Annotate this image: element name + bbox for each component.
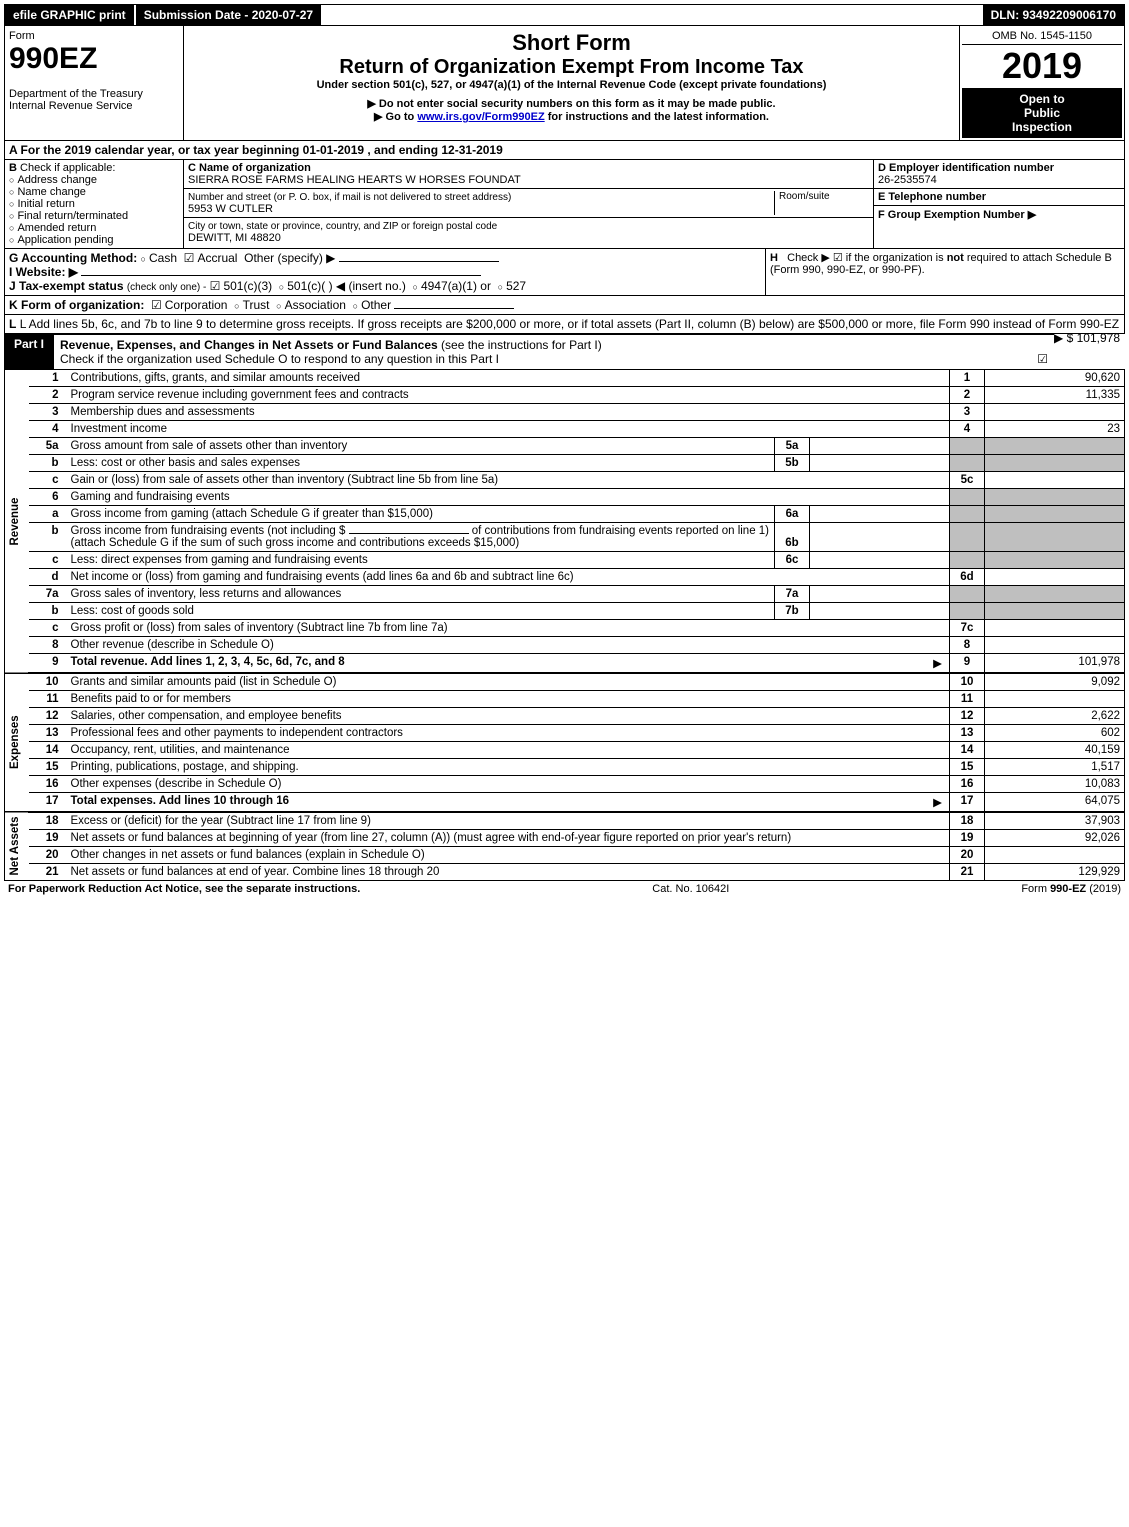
org-street: 5953 W CUTLER [188,203,273,215]
telephone-label: E Telephone number [878,191,986,203]
org-city: DEWITT, MI 48820 [188,232,281,244]
section-i: I Website: ▶ [9,265,78,279]
part1-schedule-o-check[interactable]: ☑ [1037,352,1048,366]
part1-table: Revenue 1 Contributions, gifts, grants, … [4,369,1125,881]
submission-date: Submission Date - 2020-07-27 [134,5,321,25]
omb-number: OMB No. 1545-1150 [962,28,1122,45]
line1-value: 90,620 [985,370,1125,387]
line3-value [985,404,1125,421]
line13-value: 602 [985,725,1125,742]
gross-receipts-amount: ▶ $ 101,978 [1054,331,1120,345]
dln-label: DLN: 93492209006170 [983,5,1124,25]
group-exemption-label: F Group Exemption Number ▶ [878,209,1036,221]
section-j-label: J Tax-exempt status [9,279,124,293]
section-k: K Form of organization: Corporation Trus… [4,296,1125,315]
dept-line2: Internal Revenue Service [9,100,179,112]
line15-value: 1,517 [985,759,1125,776]
revenue-side-label: Revenue [5,370,29,674]
line16-value: 10,083 [985,776,1125,793]
line12-value: 2,622 [985,708,1125,725]
line14-value: 40,159 [985,742,1125,759]
footer-left: For Paperwork Reduction Act Notice, see … [8,883,360,895]
instructions-line: ▶ Go to www.irs.gov/Form990EZ for instru… [188,110,955,123]
part1-header: Part I Revenue, Expenses, and Changes in… [4,334,1054,369]
form-subtitle: Under section 501(c), 527, or 4947(a)(1)… [188,79,955,91]
chk-accrual[interactable] [184,251,198,265]
open-to-public: Open to Public Inspection [962,87,1122,138]
dept-line1: Department of the Treasury [9,88,179,100]
org-info-block: B Check if applicable: Address change Na… [4,160,1125,249]
short-form-title: Short Form [188,30,955,56]
line10-value: 9,092 [985,673,1125,691]
page-footer: For Paperwork Reduction Act Notice, see … [4,881,1125,897]
line21-value: 129,929 [985,864,1125,881]
form-header: Form 990EZ Department of the Treasury In… [4,26,1125,141]
section-g: G Accounting Method: Cash Accrual Other … [5,249,765,295]
chk-cash[interactable] [141,251,149,265]
warn-ssn: ▶ Do not enter social security numbers o… [188,97,955,110]
section-h: H Check ▶ ☑ if the organization is not r… [765,249,1124,295]
efile-print-button[interactable]: efile GRAPHIC print [5,5,134,25]
chk-527[interactable] [498,279,506,293]
chk-trust[interactable] [234,298,242,312]
section-c: C Name of organization SIERRA ROSE FARMS… [184,160,873,248]
line4-value: 23 [985,421,1125,438]
section-def: D Employer identification number 26-2535… [873,160,1124,248]
chk-501c[interactable] [279,279,287,293]
tax-year: 2019 [962,45,1122,87]
chk-corporation[interactable] [151,298,165,312]
netassets-side-label: Net Assets [5,812,29,881]
form-number: 990EZ [9,42,179,76]
chk-501c3[interactable] [210,279,224,293]
line18-value: 37,903 [985,812,1125,830]
chk-4947[interactable] [413,279,421,293]
expenses-side-label: Expenses [5,673,29,812]
footer-right: Form 990-EZ (2019) [1021,883,1121,895]
section-b: B Check if applicable: Address change Na… [5,160,184,248]
irs-link[interactable]: www.irs.gov/Form990EZ [417,111,544,123]
chk-other[interactable] [353,298,361,312]
chk-association[interactable] [276,298,284,312]
form-word: Form [9,30,179,42]
form-title: Return of Organization Exempt From Incom… [188,56,955,79]
room-suite-label: Room/suite [774,191,869,215]
total-expenses: 64,075 [985,793,1125,813]
section-a-period: A For the 2019 calendar year, or tax yea… [4,141,1125,160]
top-bar: efile GRAPHIC print Submission Date - 20… [4,4,1125,26]
ein-value: 26-2535574 [878,174,937,186]
line2-value: 11,335 [985,387,1125,404]
org-name: SIERRA ROSE FARMS HEALING HEARTS W HORSE… [188,174,521,186]
line19-value: 92,026 [985,830,1125,847]
section-l: L L Add lines 5b, 6c, and 7b to line 9 t… [4,315,1125,334]
footer-center: Cat. No. 10642I [652,883,729,895]
total-revenue: 101,978 [985,654,1125,673]
